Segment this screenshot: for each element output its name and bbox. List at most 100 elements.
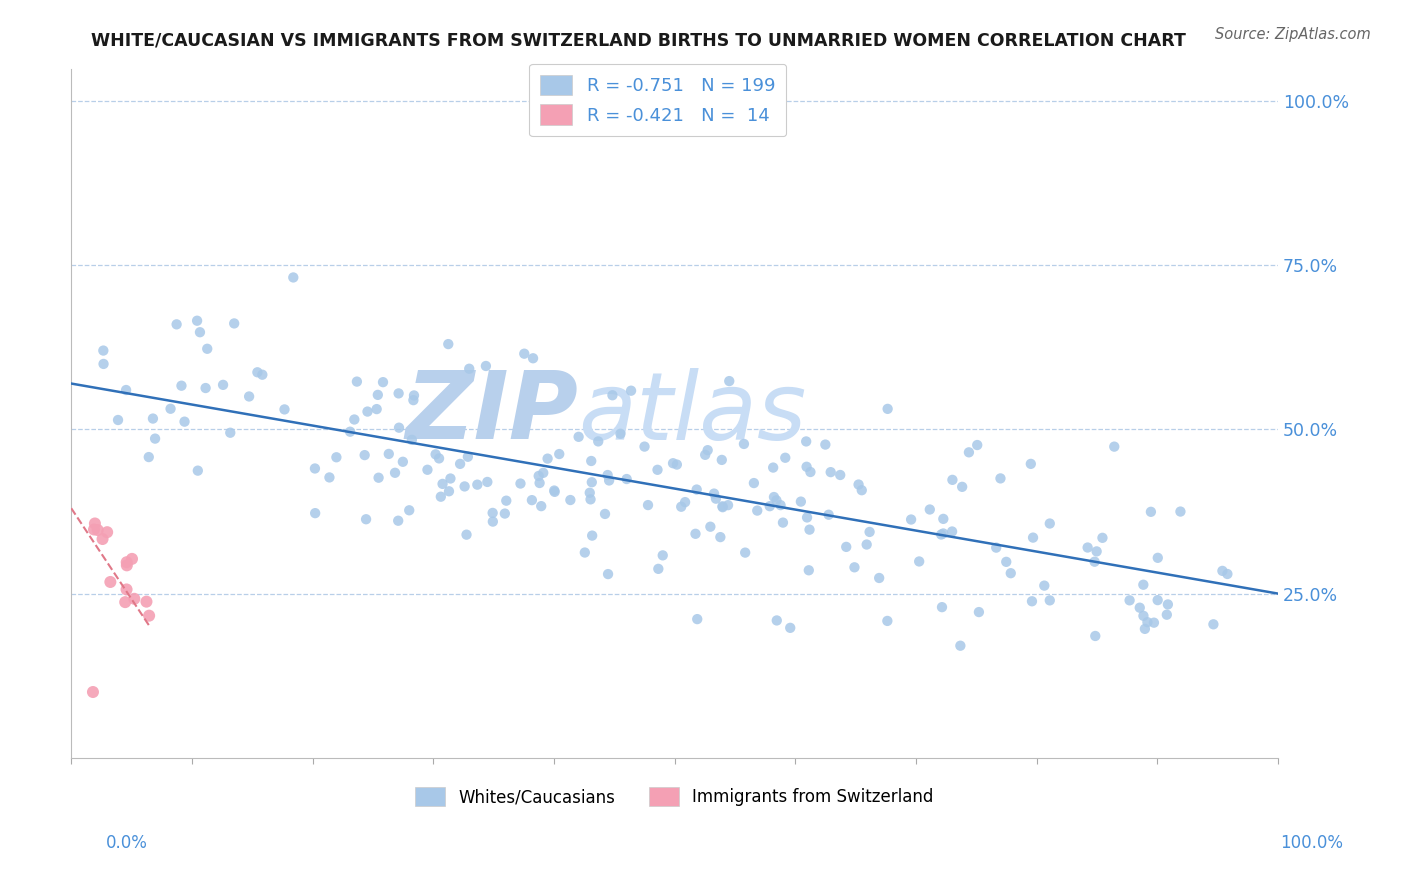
Point <box>114 595 136 609</box>
Text: atlas: atlas <box>578 368 806 458</box>
Point <box>465 477 488 491</box>
Point <box>820 465 842 479</box>
Point <box>509 476 531 491</box>
Point <box>548 447 571 461</box>
Point <box>593 507 616 521</box>
Point <box>98 574 121 589</box>
Point <box>711 500 734 514</box>
Point <box>1022 531 1045 545</box>
Point <box>966 438 988 452</box>
Point <box>598 474 620 488</box>
Point <box>83 523 105 537</box>
Point <box>135 594 157 608</box>
Point <box>339 425 361 439</box>
Point <box>775 450 797 465</box>
Point <box>581 475 603 490</box>
Point <box>388 386 411 401</box>
Point <box>425 447 447 461</box>
Point <box>633 440 655 454</box>
Point <box>495 493 517 508</box>
Point <box>602 388 624 402</box>
Point <box>1136 615 1159 630</box>
Point <box>212 377 235 392</box>
Point <box>1156 607 1178 622</box>
Point <box>1019 457 1042 471</box>
Point <box>671 500 693 514</box>
Point <box>96 525 118 540</box>
Point <box>796 459 818 474</box>
Point <box>931 600 953 615</box>
Point <box>1021 594 1043 608</box>
Point <box>848 477 870 491</box>
Point <box>1039 516 1062 531</box>
Point <box>758 499 780 513</box>
Point <box>398 503 420 517</box>
Point <box>115 555 138 569</box>
Point <box>711 500 734 515</box>
Point <box>416 463 439 477</box>
Legend: Whites/Caucasians, Immigrants from Switzerland: Whites/Caucasians, Immigrants from Switz… <box>408 779 942 814</box>
Point <box>1000 566 1022 581</box>
Point <box>402 388 425 402</box>
Point <box>581 454 603 468</box>
Point <box>665 458 688 472</box>
Point <box>481 506 503 520</box>
Point <box>620 384 643 398</box>
Text: 100.0%: 100.0% <box>1279 834 1343 852</box>
Point <box>986 541 1008 555</box>
Point <box>686 612 709 626</box>
Point <box>304 506 326 520</box>
Point <box>238 389 260 403</box>
Point <box>1033 579 1056 593</box>
Point <box>830 467 852 482</box>
Point <box>790 494 813 508</box>
Point <box>170 378 193 392</box>
Point <box>733 437 755 451</box>
Point <box>1133 622 1156 636</box>
Point <box>876 614 898 628</box>
Point <box>957 445 980 459</box>
Point <box>1077 541 1099 555</box>
Point <box>908 554 931 568</box>
Point <box>717 498 740 512</box>
Point <box>194 381 217 395</box>
Point <box>950 480 973 494</box>
Point <box>1091 531 1114 545</box>
Point <box>477 475 499 489</box>
Text: 0.0%: 0.0% <box>105 834 148 852</box>
Point <box>1084 555 1107 569</box>
Point <box>115 383 138 397</box>
Point <box>762 460 785 475</box>
Point <box>673 495 696 509</box>
Point <box>900 512 922 526</box>
Point <box>522 351 544 366</box>
Point <box>87 523 110 537</box>
Point <box>637 498 659 512</box>
Point <box>876 401 898 416</box>
Point <box>647 463 669 477</box>
Point <box>868 571 890 585</box>
Point <box>388 420 411 434</box>
Point <box>703 486 725 500</box>
Point <box>796 510 818 524</box>
Point <box>949 639 972 653</box>
Point <box>82 685 104 699</box>
Point <box>513 347 536 361</box>
Point <box>574 545 596 559</box>
Point <box>1084 629 1107 643</box>
Point <box>929 527 952 541</box>
Point <box>596 468 619 483</box>
Point <box>932 512 955 526</box>
Point <box>1132 608 1154 623</box>
Point <box>437 337 460 351</box>
Point <box>1157 598 1180 612</box>
Text: Source: ZipAtlas.com: Source: ZipAtlas.com <box>1215 27 1371 42</box>
Point <box>1143 615 1166 630</box>
Point <box>709 530 731 544</box>
Point <box>718 374 741 388</box>
Point <box>734 546 756 560</box>
Point <box>609 426 631 441</box>
Point <box>449 457 471 471</box>
Point <box>1146 550 1168 565</box>
Point <box>346 375 368 389</box>
